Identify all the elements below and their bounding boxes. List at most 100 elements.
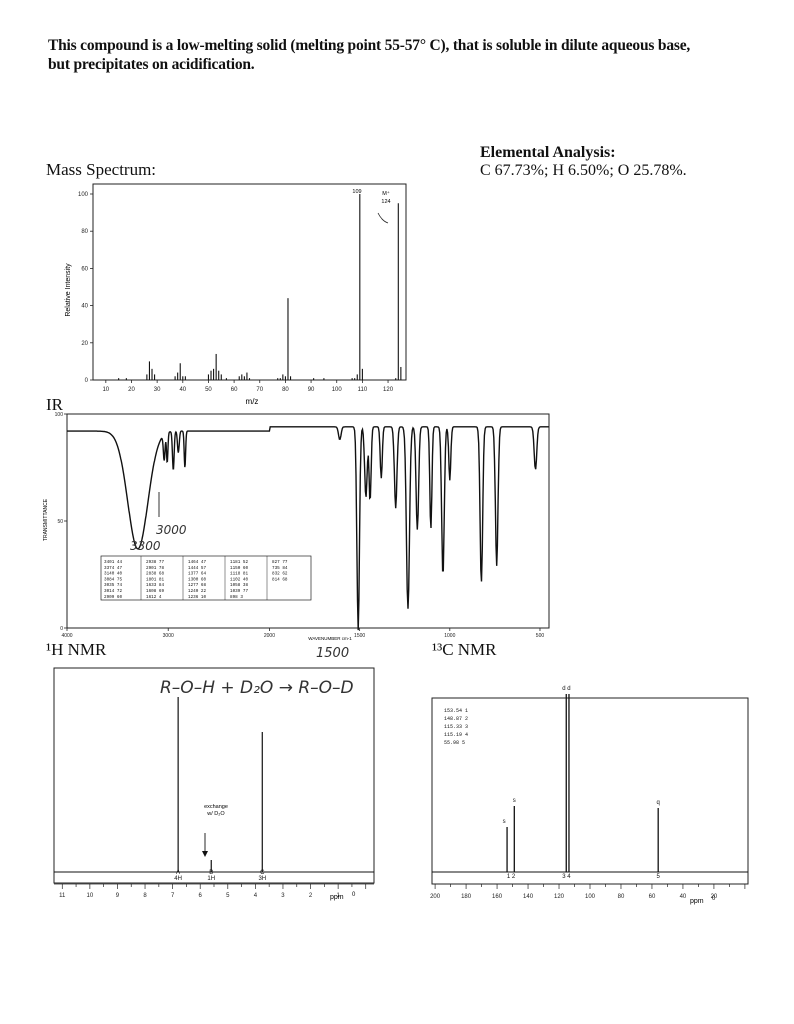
cnmr-peak-number: 3 4 — [562, 874, 571, 880]
ms-x-tick-label: 120 — [383, 387, 394, 393]
ir-table-cell: 1039 77 — [230, 589, 248, 594]
ms-mplus-mass: 124 — [381, 199, 390, 205]
cnmr-peaks — [506, 694, 659, 872]
ir-table-cell: 1444 57 — [188, 566, 206, 571]
ir-table-cell: 1464 47 — [188, 560, 206, 565]
ir-table-cell: 735 84 — [272, 566, 288, 571]
cnmr-table-row: 115.33 3 — [444, 724, 468, 730]
hnmr-heading: ¹H NMR — [46, 640, 107, 659]
mass-spectrum-heading: Mass Spectrum: — [46, 160, 157, 179]
ms-y-label: Relative Intensity — [65, 263, 72, 317]
hnmr-ppm-label: ppm — [330, 894, 344, 901]
ms-y-tick-label: 60 — [81, 266, 88, 272]
mass-spectrum-chart: 100 80 60 40 20 0 10 20 30 40 50 60 70 80 90 100 110 120… — [65, 183, 407, 406]
ir-table-cell: 1181 52 — [230, 560, 248, 565]
hnmr-x-tick-label: 9 — [116, 893, 120, 899]
ir-table-cell: 1277 68 — [188, 583, 206, 588]
hnmr-x-tick-label: 8 — [143, 893, 147, 899]
cnmr-peak-labels: s s d d q 1 2 3 4 5 — [503, 686, 661, 880]
ir-table-cell: 2909 60 — [104, 595, 122, 600]
ir-y-label: TRANSMITTANCE — [43, 498, 49, 541]
ir-x-label: WAVENUMBER cm-1 — [308, 636, 352, 641]
ir-table-cell: 1801 81 — [146, 577, 164, 582]
ir-y-tick-label: 100 — [55, 412, 64, 418]
hnmr-exchange-line2: w/ D₂O — [206, 811, 225, 817]
elemental-values: C 67.73%; H 6.50%; O 25.78%. — [480, 162, 687, 179]
cnmr-multiplicity: s — [503, 819, 506, 825]
cnmr-shift-table: 153.54 1 148.87 2 115.33 3 115.19 4 55.98 5 — [444, 708, 468, 746]
elemental-title: Elemental Analysis: — [480, 144, 616, 161]
cnmr-ppm-label: ppm — [690, 898, 704, 905]
cnmr-multiplicity: d d — [562, 686, 570, 692]
ir-table-cell: 3140 40 — [104, 572, 122, 577]
ir-table-cell: 1377 64 — [188, 572, 206, 577]
cnmr-zero-label: 0 — [712, 896, 716, 902]
cnmr-table-row: 153.54 1 — [444, 708, 468, 714]
ir-x-tick-label: 1500 — [354, 633, 365, 639]
cnmr-heading: ¹³C NMR — [432, 640, 497, 659]
ir-table-cell: 3035 74 — [104, 583, 122, 588]
ir-x-tick-label: 3000 — [163, 633, 174, 639]
hnmr-peak-integration: 4H — [174, 876, 182, 882]
ms-x-ticks: 10 20 30 40 50 60 70 80 90 100 110 120 — [102, 380, 394, 393]
ir-table-cell: 2901 78 — [146, 566, 164, 571]
ir-y-tick-label: 50 — [57, 519, 63, 525]
ms-x-tick-label: 50 — [205, 387, 212, 393]
ir-table-cell: 3084 75 — [104, 577, 122, 582]
cnmr-table-row: 55.98 5 — [444, 740, 465, 746]
ir-table-cell: 1118 81 — [230, 572, 248, 577]
cnmr-table-row: 148.87 2 — [444, 716, 468, 722]
hnmr-spectrum-chart: 11 10 9 8 7 6 5 4 3 2 1 R–O–H + D₂O → R–O–D exchan… — [53, 667, 375, 901]
ir-table-cell: 827 77 — [272, 560, 288, 565]
ir-table-cell: 814 68 — [272, 577, 288, 582]
ir-x-tick-label: 2000 — [264, 633, 275, 639]
hnmr-exchange-line1: exchange — [204, 804, 228, 810]
ir-hand-3300: 3300 — [130, 539, 161, 553]
cnmr-x-tick-label: 120 — [554, 894, 565, 900]
ir-table-cell: 832 62 — [272, 572, 288, 577]
hnmr-x-tick-label: 10 — [87, 893, 94, 899]
hnmr-zero-label: 0 — [352, 892, 356, 898]
ms-peak-label: 109 — [352, 189, 361, 195]
ms-y-ticks: 100 80 60 40 20 0 — [78, 192, 93, 384]
cnmr-peak-number: 1 2 — [507, 874, 516, 880]
hnmr-x-tick-label: 1 — [336, 893, 340, 899]
cnmr-table-row: 115.19 4 — [444, 732, 468, 738]
ms-x-tick-label: 100 — [332, 387, 343, 393]
cnmr-x-tick-label: 200 — [430, 894, 441, 900]
hnmr-x-ticks: 11 10 9 8 7 6 5 4 3 2 1 — [54, 883, 374, 899]
ir-table-cell: 1608 69 — [146, 589, 164, 594]
cnmr-x-ticks: 200 180 160 140 120 100 80 60 40 20 — [430, 883, 748, 900]
ms-y-tick-label: 40 — [81, 304, 88, 310]
cnmr-multiplicity: s — [513, 798, 516, 804]
hnmr-x-tick-label: 7 — [171, 893, 175, 899]
ms-mplus-arrow — [377, 212, 389, 224]
hnmr-x-tick-label: 11 — [59, 893, 66, 899]
ir-table-cell: 898 3 — [230, 595, 243, 600]
ms-x-tick-label: 90 — [308, 387, 315, 393]
ir-x-tick-label: 500 — [536, 633, 545, 639]
hnmr-reaction-note: R–O–H + D₂O → R–O–D — [160, 678, 354, 698]
ir-x-tick-label: 4000 — [61, 633, 72, 639]
ms-x-label: m/z — [246, 397, 259, 406]
ms-x-tick-label: 80 — [282, 387, 289, 393]
ms-y-tick-label: 0 — [85, 378, 89, 384]
ir-hand-1500: 1500 — [316, 646, 349, 661]
cnmr-x-tick-label: 140 — [523, 894, 534, 900]
ir-table-cell: 1612 4 — [146, 595, 162, 600]
hnmr-x-tick-label: 4 — [254, 893, 258, 899]
hnmr-peaks — [177, 697, 263, 872]
ir-heading: IR — [46, 395, 63, 414]
ir-table-cell: 1633 84 — [146, 583, 164, 588]
ms-x-tick-label: 60 — [231, 387, 238, 393]
hnmr-x-tick-label: 3 — [281, 893, 285, 899]
ir-y-ticks: 100 50 0 — [55, 412, 67, 632]
cnmr-x-tick-label: 80 — [618, 894, 625, 900]
ms-x-tick-label: 40 — [179, 387, 186, 393]
ir-table-cell: 1150 60 — [230, 566, 248, 571]
ms-x-tick-label: 70 — [256, 387, 263, 393]
ir-hand-3000: 3000 — [156, 523, 187, 537]
ms-peaks — [118, 194, 402, 380]
